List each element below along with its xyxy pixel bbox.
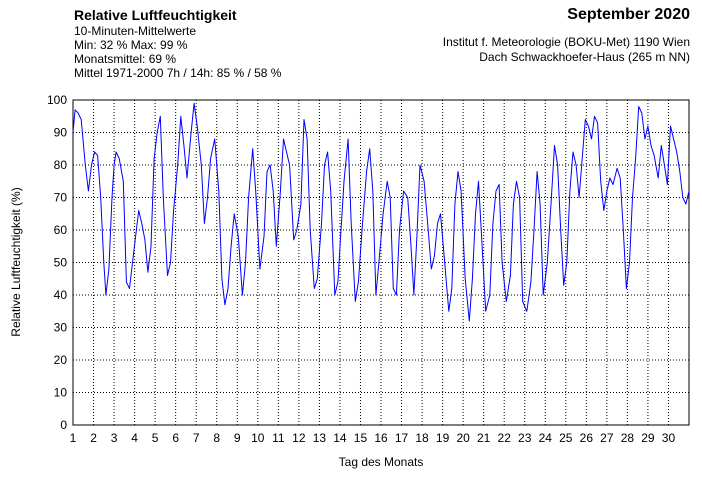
min-max-label: Min: 32 % Max: 99 % <box>74 38 188 52</box>
x-tick-label: 12 <box>292 431 306 445</box>
x-tick-label: 21 <box>477 431 491 445</box>
y-tick-label: 10 <box>54 386 68 400</box>
x-tick-label: 3 <box>111 431 118 445</box>
chart-title: Relative Luftfeuchtigkeit <box>74 7 237 23</box>
y-tick-label: 60 <box>54 223 68 237</box>
x-tick-label: 30 <box>662 431 676 445</box>
chart-subtitle: 10-Minuten-Mittelwerte <box>74 24 197 38</box>
x-tick-label: 2 <box>90 431 97 445</box>
y-tick-label: 20 <box>54 353 68 367</box>
institute-label: Institut f. Meteorologie (BOKU-Met) 1190… <box>442 35 690 49</box>
station-label: Dach Schwackhoefer-Haus (265 m NN) <box>479 50 690 64</box>
y-axis-ticks: 0 10 20 30 40 50 60 70 80 90 100 <box>47 93 67 432</box>
x-tick-label: 10 <box>251 431 265 445</box>
x-axis-ticks: 1 2 3 4 5 6 7 8 9 10 11 12 13 14 15 16 17 18 19 20 21 22 23 24 2… <box>70 431 676 445</box>
x-tick-label: 23 <box>518 431 532 445</box>
x-tick-label: 28 <box>621 431 635 445</box>
grid-lines <box>73 100 689 425</box>
x-tick-label: 16 <box>374 431 388 445</box>
y-tick-label: 30 <box>54 321 68 335</box>
x-tick-label: 11 <box>272 431 285 445</box>
x-tick-label: 27 <box>600 431 614 445</box>
humidity-line <box>72 102 690 322</box>
y-tick-label: 90 <box>54 126 68 140</box>
x-tick-label: 4 <box>131 431 138 445</box>
x-tick-label: 19 <box>436 431 450 445</box>
x-tick-label: 13 <box>313 431 327 445</box>
x-tick-label: 25 <box>559 431 573 445</box>
x-tick-label: 9 <box>234 431 241 445</box>
x-tick-label: 7 <box>193 431 200 445</box>
y-tick-label: 70 <box>54 191 68 205</box>
x-axis-label: Tag des Monats <box>339 455 424 469</box>
x-tick-label: 18 <box>415 431 429 445</box>
x-tick-label: 29 <box>641 431 655 445</box>
x-tick-label: 26 <box>580 431 594 445</box>
y-tick-label: 0 <box>60 418 67 432</box>
climate-normals-label: Mittel 1971-2000 7h / 14h: 85 % / 58 % <box>74 66 282 80</box>
x-tick-label: 20 <box>456 431 470 445</box>
x-tick-label: 15 <box>354 431 368 445</box>
x-tick-label: 1 <box>70 431 77 445</box>
y-tick-label: 40 <box>54 288 68 302</box>
x-tick-label: 17 <box>395 431 409 445</box>
x-tick-label: 22 <box>498 431 512 445</box>
y-tick-label: 100 <box>47 93 67 107</box>
x-tick-label: 6 <box>172 431 179 445</box>
x-tick-label: 5 <box>152 431 159 445</box>
y-tick-label: 50 <box>54 256 68 270</box>
period-label: September 2020 <box>567 6 690 23</box>
y-tick-label: 80 <box>54 158 68 172</box>
y-axis-label: Relative Luftfeuchtigkeit (%) <box>9 187 23 336</box>
monthly-mean-label: Monatsmittel: 69 % <box>74 52 177 66</box>
x-tick-label: 24 <box>539 431 553 445</box>
x-tick-label: 14 <box>333 431 347 445</box>
x-tick-label: 8 <box>213 431 220 445</box>
